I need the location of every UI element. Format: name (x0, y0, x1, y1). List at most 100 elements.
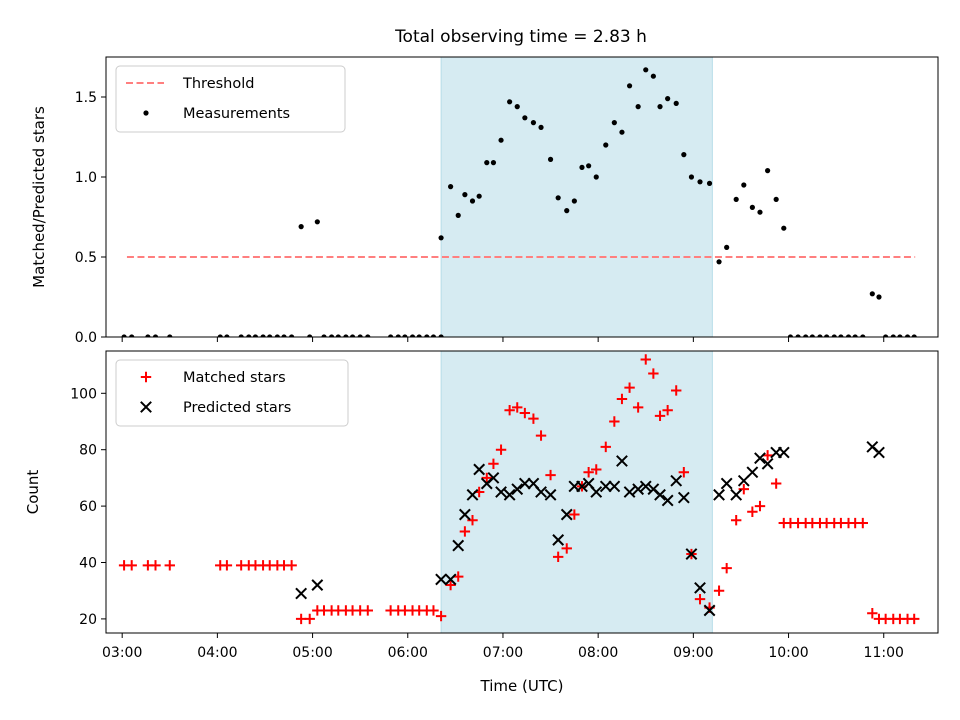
data-point (640, 354, 651, 365)
data-point (416, 334, 422, 337)
data-point (438, 235, 444, 241)
data-point (632, 483, 645, 496)
data-point (623, 486, 636, 498)
y-tick-label: 60 (79, 499, 97, 515)
data-point (428, 605, 439, 616)
data-point (343, 334, 349, 337)
data-point (402, 334, 408, 337)
data-point (713, 585, 725, 596)
data-point (665, 96, 671, 102)
data-point (512, 402, 523, 413)
data-point (781, 225, 787, 231)
data-point (571, 198, 577, 204)
legend: Matched stars Predicted stars (115, 359, 349, 427)
data-point (685, 548, 698, 560)
data-point (314, 219, 320, 225)
data-point (459, 526, 471, 537)
y-tick-label: 0.0 (75, 330, 97, 346)
data-point (552, 534, 565, 546)
data-point (643, 67, 649, 73)
data-point (670, 474, 683, 487)
data-point (773, 196, 779, 202)
legend-label: Matched stars (183, 370, 286, 386)
data-point (876, 294, 882, 300)
x-tick-label: 04:00 (197, 645, 237, 661)
legend: Threshold Measurements (115, 65, 346, 133)
data-point (507, 99, 513, 105)
data-point (860, 334, 866, 337)
data-point (495, 444, 507, 455)
data-point (586, 163, 592, 169)
legend-label: Predicted stars (183, 400, 291, 416)
figure-title: Total observing time = 2.83 h (394, 27, 647, 47)
data-point (611, 120, 617, 126)
data-point (544, 488, 557, 501)
data-point (770, 478, 782, 489)
data-point (838, 334, 844, 337)
data-point (579, 164, 585, 170)
data-point (747, 506, 758, 517)
data-point (438, 334, 444, 337)
data-point (281, 334, 287, 337)
data-point (873, 446, 885, 459)
data-point (639, 480, 652, 493)
data-point (462, 192, 468, 198)
data-point (224, 334, 230, 337)
data-point (503, 488, 516, 501)
data-point (761, 457, 774, 470)
data-point (476, 193, 482, 199)
data-point (593, 174, 599, 180)
data-point (430, 334, 437, 337)
data-point (721, 562, 732, 574)
x-tick-label: 10:00 (768, 645, 808, 661)
data-point (267, 334, 273, 337)
data-point (448, 184, 454, 190)
data-point (490, 160, 497, 166)
data-point (535, 486, 547, 498)
data-point (673, 100, 679, 106)
data-point (583, 467, 594, 478)
data-point (487, 471, 500, 484)
data-point (152, 334, 159, 337)
data-point (545, 469, 556, 481)
data-point (757, 209, 763, 215)
data-point (519, 407, 531, 419)
data-point (495, 486, 507, 498)
y-axis-label: Matched/Predicted stars (30, 106, 48, 288)
data-point (608, 480, 621, 493)
data-point (661, 494, 674, 507)
data-point (164, 560, 175, 571)
data-point (852, 334, 858, 337)
data-point (298, 224, 304, 230)
series-measurements (121, 67, 917, 337)
data-point (252, 334, 259, 337)
data-point (738, 483, 750, 495)
data-point (481, 472, 492, 484)
data-point (452, 539, 465, 552)
y-tick-label: 1.0 (75, 170, 97, 186)
data-point (733, 196, 739, 202)
legend-swatch (143, 110, 149, 116)
data-point (619, 129, 625, 135)
data-point (444, 573, 457, 586)
data-point (424, 334, 430, 337)
data-point (365, 334, 371, 337)
data-point (362, 605, 373, 616)
axes-frame (105, 56, 939, 338)
data-point (697, 179, 703, 185)
data-point (409, 334, 416, 337)
data-point (817, 334, 823, 337)
data-point (897, 334, 903, 337)
series-matched-stars (118, 354, 920, 625)
data-point (616, 455, 628, 467)
data-point (435, 610, 447, 622)
data-point (603, 142, 609, 148)
data-point (824, 334, 830, 337)
data-point (238, 334, 244, 337)
data-point (560, 508, 573, 521)
data-point (688, 174, 695, 180)
data-point (469, 198, 476, 204)
data-point (329, 334, 335, 337)
x-tick-label: 06:00 (388, 645, 428, 661)
data-point (662, 405, 673, 416)
